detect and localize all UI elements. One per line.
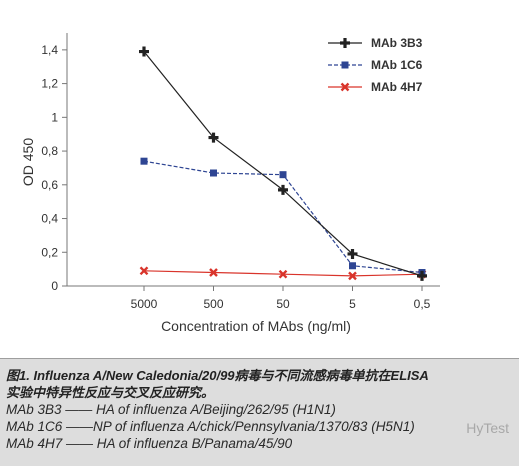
data-point [139, 46, 149, 57]
series-layer [139, 46, 427, 281]
data-point [139, 266, 149, 276]
data-point [209, 268, 218, 277]
data-point [279, 171, 287, 179]
legend-item: MAb 4H7 [328, 80, 423, 94]
x-axis-ticks: 5000 500 50 5 0,5 [131, 286, 431, 311]
legend: MAb 3B3 MAb 1C6 MAb 4H7 [328, 36, 423, 94]
legend-marker [341, 61, 349, 69]
legend-label: MAb 4H7 [371, 80, 423, 94]
chart-figure: 0 0,2 0,4 0,6 0,8 1 1,2 1,4 5000 500 50 5 0,5 OD 45… [20, 33, 440, 334]
data-point [348, 271, 357, 281]
y-tick-label: 1 [51, 110, 58, 124]
x-tick-label: 50 [276, 297, 290, 311]
data-point [210, 169, 217, 177]
caption-line-mab-1c6: MAb 1C6 ——NP of influenza A/chick/Pennsy… [6, 419, 415, 434]
x-tick-label: 5 [349, 297, 356, 311]
y-tick-label: 0 [51, 279, 58, 293]
legend-item: MAb 3B3 [328, 36, 423, 50]
y-tick-label: 0,8 [41, 144, 58, 158]
y-tick-label: 1,4 [41, 43, 58, 57]
x-tick-label: 0,5 [414, 297, 431, 311]
x-tick-label: 5000 [131, 297, 158, 311]
y-tick-label: 0,2 [41, 245, 58, 259]
line-chart: 0 0,2 0,4 0,6 0,8 1 1,2 1,4 5000 500 50 5 0,5 OD 45… [20, 33, 440, 334]
caption-title-line-1: 图1. Influenza A/New Caledonia/20/99病毒与不同… [6, 368, 429, 383]
series-mab-3b3 [139, 46, 427, 281]
caption-line-mab-3b3: MAb 3B3 —— HA of influenza A/Beijing/262… [6, 402, 336, 417]
y-axis-label: OD 450 [20, 138, 36, 186]
data-point [417, 270, 427, 281]
y-tick-label: 0,4 [41, 212, 58, 226]
legend-label: MAb 1C6 [371, 58, 423, 72]
x-tick-label: 500 [203, 297, 223, 311]
data-point [208, 132, 219, 143]
caption-title-line-2: 实验中特异性反应与交叉反应研究。 [6, 385, 215, 400]
series-mab-1c6 [140, 157, 426, 277]
legend-marker [340, 82, 350, 92]
x-axis-label: Concentration of MAbs (ng/ml) [161, 318, 351, 334]
data-point [278, 184, 288, 195]
y-tick-label: 0,6 [41, 178, 58, 192]
data-point [349, 262, 356, 270]
legend-item: MAb 1C6 [328, 58, 423, 72]
data-point [278, 269, 288, 279]
legend-label: MAb 3B3 [371, 36, 423, 50]
y-tick-label: 1,2 [41, 77, 58, 91]
caption-line-mab-4h7: MAb 4H7 —— HA of influenza B/Panama/45/9… [6, 436, 293, 451]
watermark: HyTest [466, 420, 509, 436]
data-point [140, 157, 148, 165]
data-point [347, 248, 358, 259]
y-axis-ticks: 0 0,2 0,4 0,6 0,8 1 1,2 1,4 [41, 43, 67, 293]
figure-caption: 图1. Influenza A/New Caledonia/20/99病毒与不同… [0, 358, 519, 466]
legend-marker [340, 38, 350, 48]
